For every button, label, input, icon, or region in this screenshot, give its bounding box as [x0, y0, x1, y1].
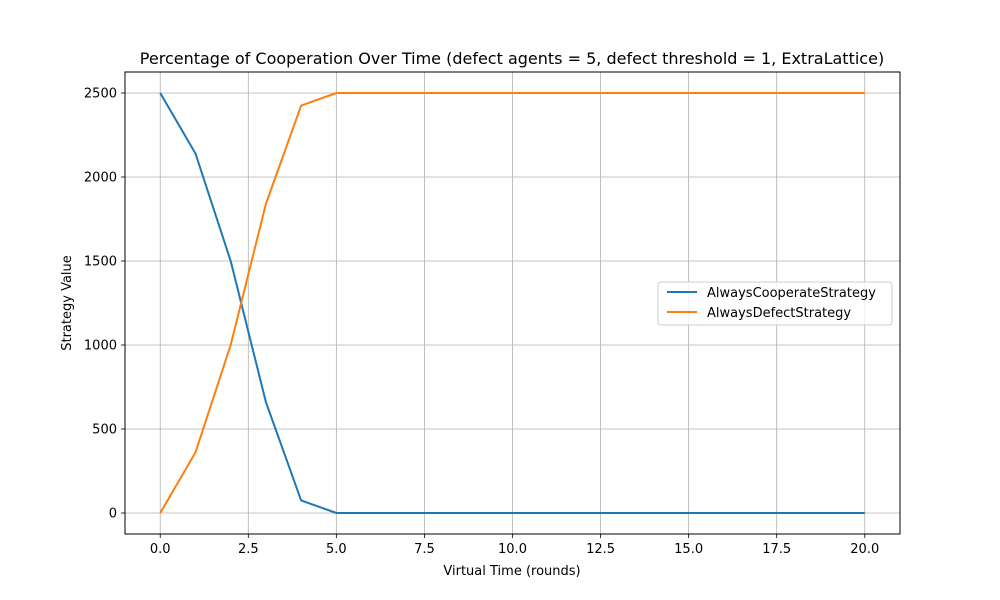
series-lines [159, 92, 865, 514]
y-tick-label: 2500 [84, 87, 117, 102]
y-tick-label: 0 [109, 507, 117, 522]
x-tick-label: 2.5 [238, 542, 259, 557]
x-tick-label: 5.0 [326, 542, 347, 557]
y-axis-ticks: 0 500 1000 1500 2000 2500 [84, 87, 125, 522]
series-line-always-cooperate-strategy [159, 92, 865, 514]
y-tick-label: 1500 [84, 255, 117, 270]
chart-title: Percentage of Cooperation Over Time (def… [140, 49, 884, 68]
x-tick-label: 15.0 [674, 542, 703, 557]
x-tick-label: 0.0 [150, 542, 171, 557]
y-tick-label: 1000 [84, 339, 117, 354]
legend-label-always-defect-strategy: AlwaysDefectStrategy [707, 306, 851, 321]
x-axis-label: Virtual Time (rounds) [443, 564, 580, 579]
legend-label-always-cooperate-strategy: AlwaysCooperateStrategy [707, 286, 876, 301]
y-tick-label: 2000 [84, 171, 117, 186]
y-tick-label: 500 [92, 423, 117, 438]
x-axis-ticks: 0.0 2.5 5.0 7.5 10.0 12.5 15.0 17.5 20.0 [150, 534, 879, 557]
legend: AlwaysCooperateStrategy AlwaysDefectStrat… [657, 281, 893, 326]
x-tick-label: 17.5 [762, 542, 791, 557]
x-tick-label: 7.5 [414, 542, 435, 557]
x-tick-label: 10.0 [498, 542, 527, 557]
series-line-always-defect-strategy [159, 92, 865, 514]
x-tick-label: 12.5 [586, 542, 615, 557]
legend-box [657, 281, 893, 326]
y-axis-label: Strategy Value [60, 255, 75, 351]
x-tick-label: 20.0 [850, 542, 879, 557]
